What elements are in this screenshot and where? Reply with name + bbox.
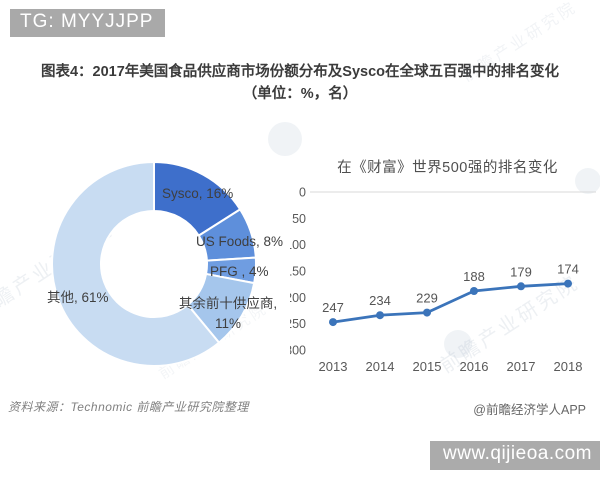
rank-line-series <box>331 282 570 324</box>
x-tick-label: 2015 <box>413 359 442 374</box>
y-tick-label: 0 <box>299 186 306 200</box>
y-tick-label: 200 <box>290 291 306 305</box>
data-point <box>470 287 478 295</box>
data-point <box>423 308 431 317</box>
watermark-badge-top: TG: MYYJJPP <box>10 9 166 37</box>
credit-note: @前瞻经济学人APP <box>473 403 586 417</box>
data-point-label: 188 <box>463 269 485 284</box>
pie-label-sysco: Sysco, 16% <box>162 186 234 201</box>
data-point <box>376 311 384 320</box>
data-point <box>564 279 572 288</box>
watermark-badge-bottom: www.qijieoa.com <box>430 441 600 470</box>
watermark-logo-icon <box>268 122 302 156</box>
x-tick-label: 2013 <box>319 359 348 374</box>
pie-label-others: 其他, 61% <box>47 290 109 305</box>
data-point-label: 247 <box>322 300 344 315</box>
x-tick-label: 2018 <box>554 359 583 374</box>
y-tick-label: 50 <box>292 212 306 226</box>
market-share-donut-chart <box>51 161 257 367</box>
y-tick-label: 150 <box>290 265 306 279</box>
x-tick-label: 2017 <box>507 359 536 374</box>
fortune500-rank-line-chart: 0 50 100 150 200 250 300 2013 2014 2015 2016 2017 20… <box>290 186 596 374</box>
data-point <box>329 318 337 327</box>
figure-title: 图表4：2017年美国食品供应商市场份额分布及Sysco在全球五百强中的排名变化… <box>40 64 560 102</box>
pie-label-us-foods: US Foods, 8% <box>196 234 284 249</box>
x-tick-label: 2014 <box>366 359 395 374</box>
line-chart-title: 在《财富》世界500强的排名变化 <box>337 160 558 176</box>
y-tick-label: 100 <box>290 238 306 252</box>
data-point-label: 229 <box>416 291 438 306</box>
y-tick-label: 300 <box>290 344 306 358</box>
data-point <box>517 282 525 291</box>
source-note: 资料来源：Technomic 前瞻产业研究院整理 <box>8 400 249 414</box>
pie-label-pfg: PFG , 4% <box>210 264 269 279</box>
y-tick-label: 250 <box>290 317 306 331</box>
data-point-label: 179 <box>510 264 532 279</box>
pie-slice-4 <box>51 161 221 367</box>
x-tick-label: 2016 <box>460 359 489 374</box>
pie-label-rest-top10: 其余前十供应商, 11% <box>178 296 278 331</box>
data-point-label: 234 <box>369 293 391 308</box>
data-point-label: 174 <box>557 262 579 277</box>
